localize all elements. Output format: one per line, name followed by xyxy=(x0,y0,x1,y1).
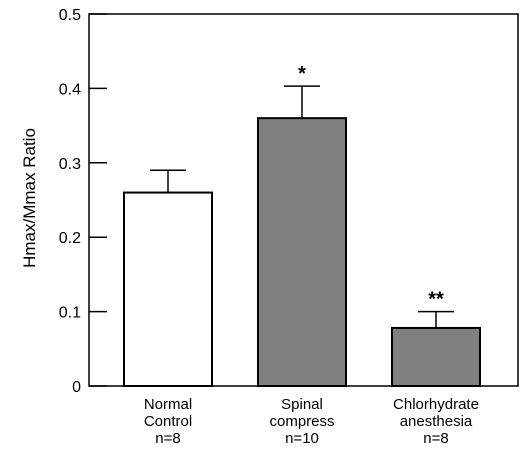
y-tick-label: 0 xyxy=(72,379,81,396)
y-tick-label: 0.3 xyxy=(59,156,81,173)
bars: *** xyxy=(123,63,481,387)
bar xyxy=(123,191,213,387)
x-category-label: anesthesia xyxy=(400,413,473,430)
x-category-label: n=8 xyxy=(155,430,180,447)
significance-marker: ** xyxy=(428,289,444,311)
x-category-label: n=8 xyxy=(423,430,448,447)
y-axis-label: Hmax/Mmax Ratio xyxy=(20,128,39,268)
y-tick-label: 0.1 xyxy=(59,305,81,322)
bar xyxy=(257,117,347,387)
x-category-label: Chlorhydrate xyxy=(393,396,479,413)
x-category-label: Normal xyxy=(144,396,192,413)
y-tick-label: 0.4 xyxy=(59,81,81,98)
significance-marker: * xyxy=(298,63,306,85)
y-axis: 0 0.1 0.2 0.3 0.4 0.5 xyxy=(59,7,107,396)
y-tick-label: 0.2 xyxy=(59,230,81,247)
x-category-label: compress xyxy=(269,413,334,430)
x-category-label: Spinal xyxy=(281,396,323,413)
x-category-label: Control xyxy=(144,413,192,430)
x-axis-labels: NormalControln=8Spinalcompressn=10Chlorh… xyxy=(144,396,479,447)
bar xyxy=(391,326,481,387)
x-category-label: n=10 xyxy=(285,430,319,447)
y-tick-label: 0.5 xyxy=(59,7,81,24)
